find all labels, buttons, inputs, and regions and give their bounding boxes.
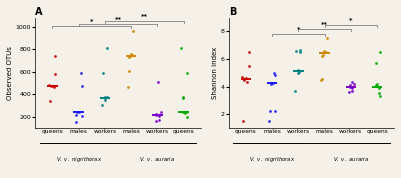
Point [102,98,108,101]
Point [158,110,164,113]
Point [101,96,108,99]
Y-axis label: Observed OTUs: Observed OTUs [7,46,13,100]
Point [125,86,131,89]
Point [377,95,383,98]
Point [182,112,189,114]
Point [293,50,299,53]
Text: *: * [90,19,93,25]
Point [322,51,329,54]
Point [239,75,246,78]
Text: **: ** [321,22,328,28]
Point [295,71,302,74]
Point [126,69,132,72]
Text: *: * [296,27,300,33]
Point [349,87,355,89]
Point [267,82,274,85]
Point [98,103,105,106]
Text: $V.\ v.\ auraria$: $V.\ v.\ auraria$ [140,155,175,163]
Text: **: ** [115,17,122,23]
Point [269,81,276,84]
Point [373,83,380,85]
Point [321,50,328,53]
Point [51,86,57,89]
Point [76,110,83,113]
Point [324,37,330,40]
Y-axis label: Shannon index: Shannon index [212,47,218,99]
Point [295,69,302,72]
Text: $V.\ v.\ auraria$: $V.\ v.\ auraria$ [333,155,369,163]
Point [153,113,160,116]
Point [78,71,84,74]
Point [79,115,85,117]
Point [296,70,302,73]
Point [319,54,325,57]
Point [272,110,278,113]
Point [265,119,272,122]
Point [348,81,355,84]
Text: $V.\ v.\ nigrithorax$: $V.\ v.\ nigrithorax$ [55,155,102,164]
Point [245,64,252,67]
Point [103,95,110,98]
Point [47,99,53,102]
Point [377,50,384,53]
Point [346,84,353,87]
Point [184,71,190,74]
Point [156,118,162,121]
Point [74,111,81,114]
Point [128,53,134,56]
Point [46,84,53,87]
Point [297,49,303,52]
Text: **: ** [141,14,148,20]
Point [184,116,190,119]
Point [180,96,186,99]
Text: B: B [229,7,236,17]
Point [99,71,106,74]
Text: *: * [349,18,352,24]
Point [373,61,379,64]
Point [127,55,133,57]
Point [243,77,249,80]
Point [49,85,56,87]
Point [52,73,59,76]
Text: $V.\ v.\ nigrithorax$: $V.\ v.\ nigrithorax$ [249,155,295,164]
Point [272,73,278,76]
Point [130,30,136,32]
Point [73,113,79,116]
Point [376,87,383,89]
Point [156,115,162,118]
Point [48,85,54,88]
Point [349,90,356,92]
Point [244,81,251,84]
Point [240,119,247,122]
Text: A: A [35,7,43,17]
Point [72,121,79,124]
Point [319,78,325,80]
Point [346,91,352,94]
Point [79,85,85,88]
Point [318,78,324,81]
Point [271,71,277,74]
Point [245,51,252,54]
Point [102,97,109,100]
Point [182,111,189,114]
Point [129,54,136,56]
Point [351,83,357,85]
Point [376,92,382,95]
Point [292,89,298,92]
Point [153,114,160,117]
Point [155,81,162,84]
Point [266,109,273,112]
Point [126,56,132,58]
Point [153,120,159,123]
Point [297,51,303,54]
Point [180,110,186,113]
Point [346,85,353,88]
Point [103,47,110,50]
Point [180,96,186,99]
Point [373,84,380,87]
Point [178,47,184,50]
Point [241,79,247,82]
Point [320,53,326,56]
Point [52,55,59,58]
